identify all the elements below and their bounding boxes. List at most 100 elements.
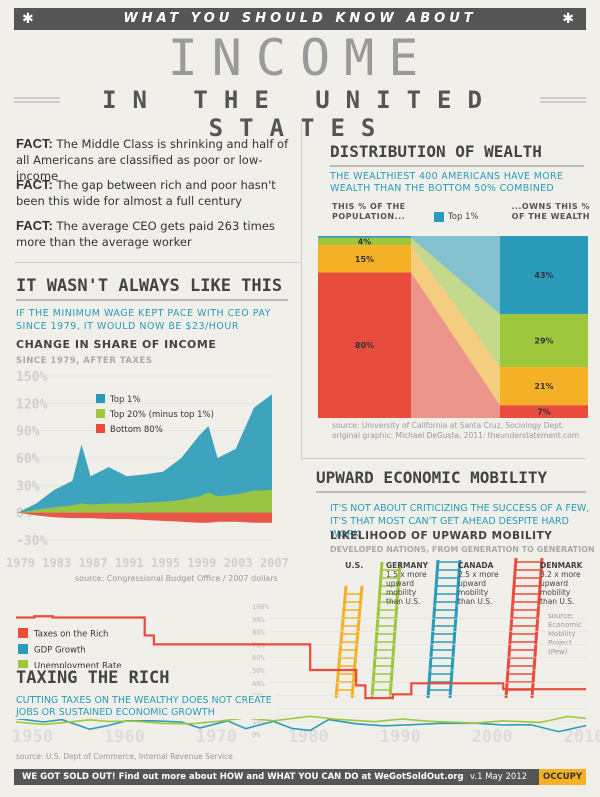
wealth-distribution-chart: 4% 15% 80% 43% 29% 21% 7% [318,236,588,418]
line-series-1 [16,615,586,700]
fact-label: FACT: [16,136,53,151]
x-tick-label: 1990 [380,727,421,747]
fact-label: FACT: [16,177,53,192]
legend-swatch [96,409,105,418]
footer-text[interactable]: WE GOT SOLD OUT! Find out more about HOW… [22,772,464,782]
y-tick-label: 10% [252,718,265,726]
x-tick-label: 1979 [6,556,35,570]
y-tick-label: 80% [252,629,265,637]
country-note: 2.5 x more upward mobility than U.S. [458,570,499,606]
y-tick-label: 40% [252,680,265,688]
star-icon: ✱ [22,11,38,27]
x-tick-label: 2003 [224,556,253,570]
population-bar-segment [318,236,411,238]
wealth-bar-segment [500,367,588,406]
y-tick-label: 90% [252,616,265,624]
ladder-rail [448,559,462,699]
data-label: 21% [534,382,553,391]
legend-label: Unemployment Rate [34,662,122,672]
chart-title-mobility: LIKELIHOOD OF UPWARD MOBILITY [330,530,553,542]
area-series-2 [18,489,272,513]
ladder-rail [388,561,402,699]
legend-label: Top 1% [109,395,141,405]
x-tick-label: 2000 [472,727,513,747]
page-subtitle: IN THE UNITED STATES [60,86,540,142]
flow-band [411,236,500,315]
chart-credit: original graphic: Michael DeGusta, 2011:… [332,431,580,440]
chart-source: source: Congressional Budget Office / 20… [75,574,278,583]
footer-version: v.1 May 2012 [470,772,528,782]
data-label: 80% [355,341,374,350]
divider [330,165,584,167]
y-tick-label: 50% [252,667,265,675]
legend-swatch [96,394,105,403]
legend-label: Top 1% [448,212,479,222]
mobility-ladders [334,557,544,699]
y-tick-label: 90% [16,425,40,440]
ladder-rail [504,557,518,699]
fact-3: FACT: The average CEO gets paid 263 time… [16,218,296,250]
chart-title-income: CHANGE IN SHARE OF INCOME [16,338,217,351]
legend-label: GDP Growth [34,646,86,656]
y-tick-label: 150% [16,370,47,385]
section-title-distribution: DISTRIBUTION OF WEALTH [330,142,542,161]
fact-text: The average CEO gets paid 263 times more… [16,219,275,249]
chart-source: source: U.S. Dept of Commerce, Internal … [16,752,233,761]
fact-2: FACT: The gap between rich and poor hasn… [16,177,296,209]
wealth-bar-segment [500,236,588,315]
section-title-mobility: UPWARD ECONOMIC MOBILITY [316,468,548,487]
x-tick-label: 1987 [79,556,108,570]
divider [316,491,586,493]
section-title-wasnt: IT WASN'T ALWAYS LIKE THIS [16,276,283,296]
x-tick-label: 1991 [115,556,144,570]
divider [14,262,301,263]
legend-swatch [434,212,444,222]
section-subtitle-wasnt: IF THE MINIMUM WAGE KEPT PACE WITH CEO P… [16,308,271,332]
country-canada: CANADA 2.5 x more upward mobility than U.… [458,561,504,606]
population-label: THIS % OF THE POPULATION... [332,202,406,221]
legend-label: Bottom 80% [110,425,163,435]
country-note: 1.5 x more upward mobility than U.S. [386,570,427,606]
y-tick-label: -30% [16,534,47,549]
x-tick-label: 1995 [151,556,180,570]
y-tick-label: 60% [252,654,265,662]
legend-label: Taxes on the Rich [33,630,108,640]
chart-source: source: Economic Mobility Project (Pew) [548,612,582,656]
flow-band [411,237,500,368]
taxing-chart: 100%90%80%70%60%50%40%30%20%10%0%1950196… [12,603,600,747]
footer-bar: WE GOT SOLD OUT! Find out more about HOW… [14,769,586,785]
x-tick-label: 1970 [196,727,237,747]
fact-1: FACT: The Middle Class is shrinking and … [16,136,296,184]
data-label: 7% [537,408,551,417]
y-tick-label: 30% [16,479,40,494]
legend-swatch [18,660,28,670]
header-kicker: WHAT YOU SHOULD KNOW ABOUT [123,11,477,26]
chart-subtitle-mobility: DEVELOPED NATIONS, FROM GENERATION TO GE… [330,545,595,554]
income-share-chart: 150%120%90%60%30%0%-30%1979 1983 1987 1991 1… [6,370,289,570]
fact-text: The gap between rich and poor hasn't bee… [16,178,276,208]
y-tick-label: 60% [16,452,40,467]
star-icon: ✱ [562,11,578,27]
country-us: U.S. [345,561,364,570]
legend-swatch [18,644,28,654]
data-label: 29% [534,337,553,346]
y-tick-label: 100% [252,603,270,611]
wealth-label: ...OWNS THIS % OF THE WEALTH [511,202,590,221]
population-bar-segment [318,272,411,418]
divider [301,458,586,459]
country-note: 3.2 x more upward mobility than U.S. [540,570,581,606]
legend-label: Top 20% (minus top 1%) [109,410,214,420]
data-label: 15% [355,255,374,264]
x-tick-label: 1960 [104,727,145,747]
wealth-bar-segment [500,405,588,418]
population-bar-segment [318,237,411,246]
population-bar-segment [318,245,411,273]
flow-band [411,245,500,406]
chart-subtitle-income: SINCE 1979, AFTER TAXES [16,356,153,366]
section-subtitle-taxing: CUTTING TAXES ON THE WEALTHY DOES NOT CR… [16,695,278,719]
country-name: CANADA [458,561,494,570]
area-series-3 [18,512,272,523]
section-subtitle-distribution: THE WEALTHIEST 400 AMERICANS HAVE MORE W… [330,171,564,194]
x-tick-label: 2010 [564,727,600,747]
occupy-brand: OCCUPY [539,769,586,785]
